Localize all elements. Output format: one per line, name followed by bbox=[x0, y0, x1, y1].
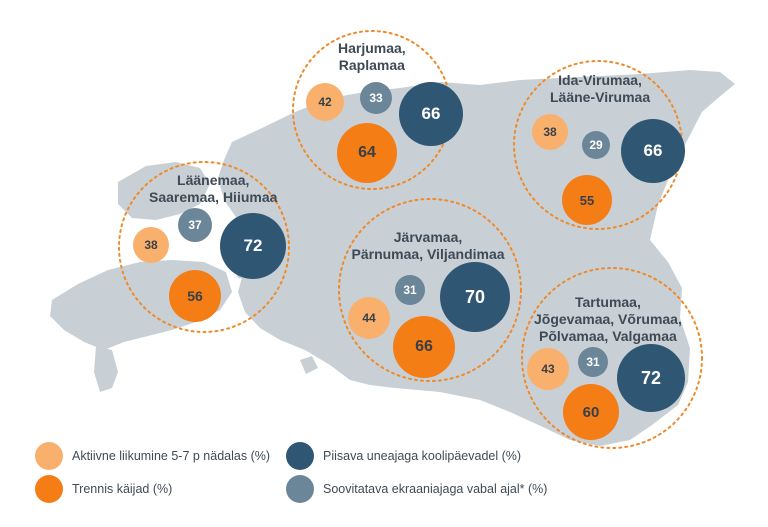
legend-swatch-trennis bbox=[35, 475, 63, 503]
region-label-jarva: Järvamaa, Pärnumaa, Viljandimaa bbox=[352, 229, 505, 263]
bubble-trennis-ida: 55 bbox=[562, 175, 612, 225]
legend-swatch-uneaeg bbox=[286, 442, 314, 470]
legend-item-ekraan: Soovitatava ekraaniajaga vabal ajal* (%) bbox=[286, 475, 547, 503]
region-label-line: Läänemaa, bbox=[177, 172, 250, 188]
legend-item-trennis: Trennis käijad (%) bbox=[35, 475, 172, 503]
legend-swatch-ekraan bbox=[286, 475, 314, 503]
region-label-line: Tartumaa, bbox=[574, 294, 641, 310]
kihnu-shape bbox=[300, 356, 318, 374]
legend-swatch-aktiivne bbox=[35, 442, 63, 470]
region-label-line: Saaremaa, Hiiumaa bbox=[149, 189, 278, 205]
legend-label-trennis: Trennis käijad (%) bbox=[72, 482, 173, 496]
region-label-line: Pärnumaa, Viljandimaa bbox=[351, 246, 505, 262]
bubble-uneaeg-harju: 66 bbox=[399, 82, 463, 146]
bubble-ekraan-ida: 29 bbox=[582, 131, 610, 159]
bubble-ekraan-tartu: 31 bbox=[578, 347, 608, 377]
bubble-uneaeg-tartu: 72 bbox=[617, 344, 685, 412]
bubble-trennis-jarva: 66 bbox=[393, 316, 455, 378]
bubble-ekraan-jarva: 31 bbox=[395, 275, 425, 305]
region-label-line: Raplamaa bbox=[338, 57, 405, 73]
bubble-uneaeg-jarva: 70 bbox=[440, 262, 510, 332]
region-ring-tartu bbox=[521, 267, 703, 449]
region-label-line: Harjumaa, bbox=[338, 40, 406, 56]
legend-label-uneaeg: Piisava uneajaga koolipäevadel (%) bbox=[323, 449, 522, 463]
bubble-uneaeg-ida: 66 bbox=[621, 119, 685, 183]
bubble-aktiivne-laane: 38 bbox=[133, 227, 169, 263]
bubble-aktiivne-ida: 38 bbox=[532, 114, 568, 150]
bubble-trennis-harju: 64 bbox=[337, 123, 397, 183]
bubble-ekraan-harju: 33 bbox=[360, 82, 392, 114]
bubble-uneaeg-laane: 72 bbox=[220, 213, 286, 279]
hiiumaa-shape bbox=[118, 162, 210, 220]
bubble-trennis-laane: 56 bbox=[169, 270, 221, 322]
legend-item-aktiivne: Aktiivne liikumine 5-7 p nädalas (%) bbox=[35, 442, 270, 470]
region-label-harju: Harjumaa, Raplamaa bbox=[338, 40, 406, 74]
region-label-ida: Ida-Virumaa, Lääne-Virumaa bbox=[550, 72, 650, 106]
region-ring-jarva bbox=[338, 198, 522, 382]
region-label-line: Ida-Virumaa, bbox=[558, 72, 642, 88]
bubble-trennis-tartu: 60 bbox=[563, 384, 619, 440]
bubble-aktiivne-tartu: 43 bbox=[527, 348, 569, 390]
legend-item-uneaeg: Piisava uneajaga koolipäevadel (%) bbox=[286, 442, 521, 470]
region-label-line: Järvamaa, bbox=[393, 229, 463, 245]
legend-label-aktiivne: Aktiivne liikumine 5-7 p nädalas (%) bbox=[72, 449, 271, 463]
region-label-line: Jõgevamaa, Võrumaa, bbox=[534, 311, 682, 327]
bubble-ekraan-laane: 37 bbox=[178, 208, 212, 242]
bubble-aktiivne-jarva: 44 bbox=[348, 297, 390, 339]
region-label-line: Põlvamaa, Valgamaa bbox=[539, 328, 677, 344]
bubble-aktiivne-harju: 42 bbox=[306, 83, 344, 121]
region-label-laane: Läänemaa, Saaremaa, Hiiumaa bbox=[149, 172, 277, 206]
sorve-peninsula-shape bbox=[94, 346, 118, 392]
legend-label-ekraan: Soovitatava ekraaniajaga vabal ajal* (%) bbox=[323, 482, 548, 496]
region-ring-laane bbox=[118, 161, 290, 333]
region-label-tartu: Tartumaa, Jõgevamaa, Võrumaa, Põlvamaa, Va… bbox=[534, 294, 682, 345]
region-label-line: Lääne-Virumaa bbox=[550, 89, 651, 105]
